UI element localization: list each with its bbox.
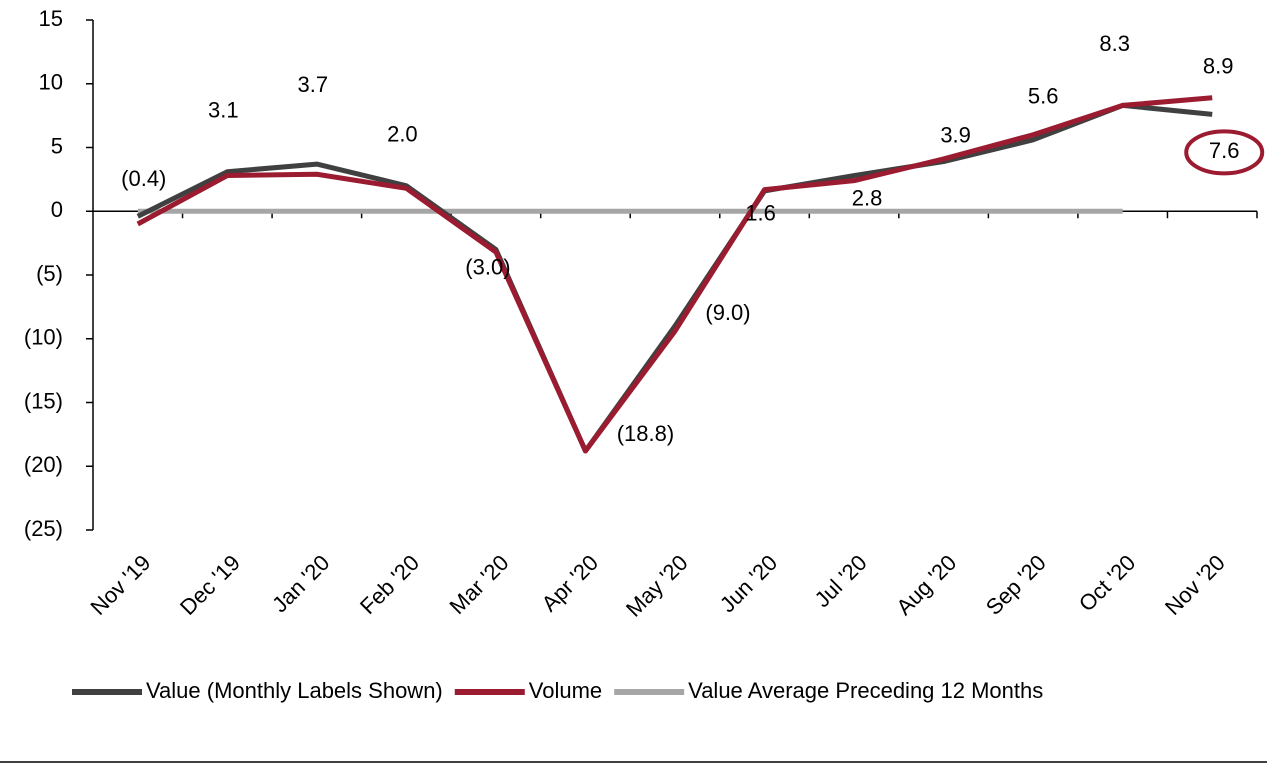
data-label: (0.4) <box>121 166 166 191</box>
y-tick-label: (10) <box>24 325 63 350</box>
y-tick-label: (25) <box>24 516 63 541</box>
legend-label: Value (Monthly Labels Shown) <box>146 678 443 703</box>
x-tick-label: Aug '20 <box>891 550 961 620</box>
data-label: 8.3 <box>1099 31 1130 56</box>
x-tick-label: Jul '20 <box>810 550 872 612</box>
data-label: 2.8 <box>852 185 883 210</box>
y-tick-label: (20) <box>24 452 63 477</box>
data-label: (3.0) <box>465 254 510 279</box>
y-tick-label: 10 <box>39 70 63 95</box>
x-tick-label: May '20 <box>621 550 693 622</box>
x-tick-label: Nov '20 <box>1160 550 1230 620</box>
data-label: 2.0 <box>387 122 418 147</box>
x-tick-label: Nov '19 <box>85 550 155 620</box>
legend-label: Value Average Preceding 12 Months <box>688 678 1043 703</box>
data-label: 8.9 <box>1203 54 1234 79</box>
data-label: (9.0) <box>705 300 750 325</box>
x-tick-label: Jan '20 <box>267 550 334 617</box>
x-tick-label: Jun '20 <box>715 550 782 617</box>
x-tick-label: Dec '19 <box>175 550 245 620</box>
x-tick-label: Feb '20 <box>355 550 424 619</box>
x-tick-label: Oct '20 <box>1074 550 1140 616</box>
x-tick-label: Apr '20 <box>537 550 603 616</box>
series-line <box>136 95 1213 454</box>
y-tick-label: (5) <box>36 261 63 286</box>
highlight-circle <box>1184 129 1265 176</box>
series-line <box>136 102 1213 454</box>
data-label: 1.6 <box>745 201 776 226</box>
data-label: (18.8) <box>617 421 674 446</box>
data-label: 3.1 <box>208 98 239 123</box>
data-label: 3.9 <box>940 122 971 147</box>
data-label: 5.6 <box>1028 84 1059 109</box>
data-label: 3.7 <box>298 72 329 97</box>
data-label: 7.6 <box>1209 138 1240 163</box>
y-tick-label: 0 <box>51 197 63 222</box>
x-tick-label: Sep '20 <box>981 550 1051 620</box>
y-tick-label: 15 <box>39 6 63 31</box>
y-tick-label: (15) <box>24 388 63 413</box>
y-tick-label: 5 <box>51 133 63 158</box>
legend-label: Volume <box>529 678 602 703</box>
x-tick-label: Mar '20 <box>445 550 514 619</box>
